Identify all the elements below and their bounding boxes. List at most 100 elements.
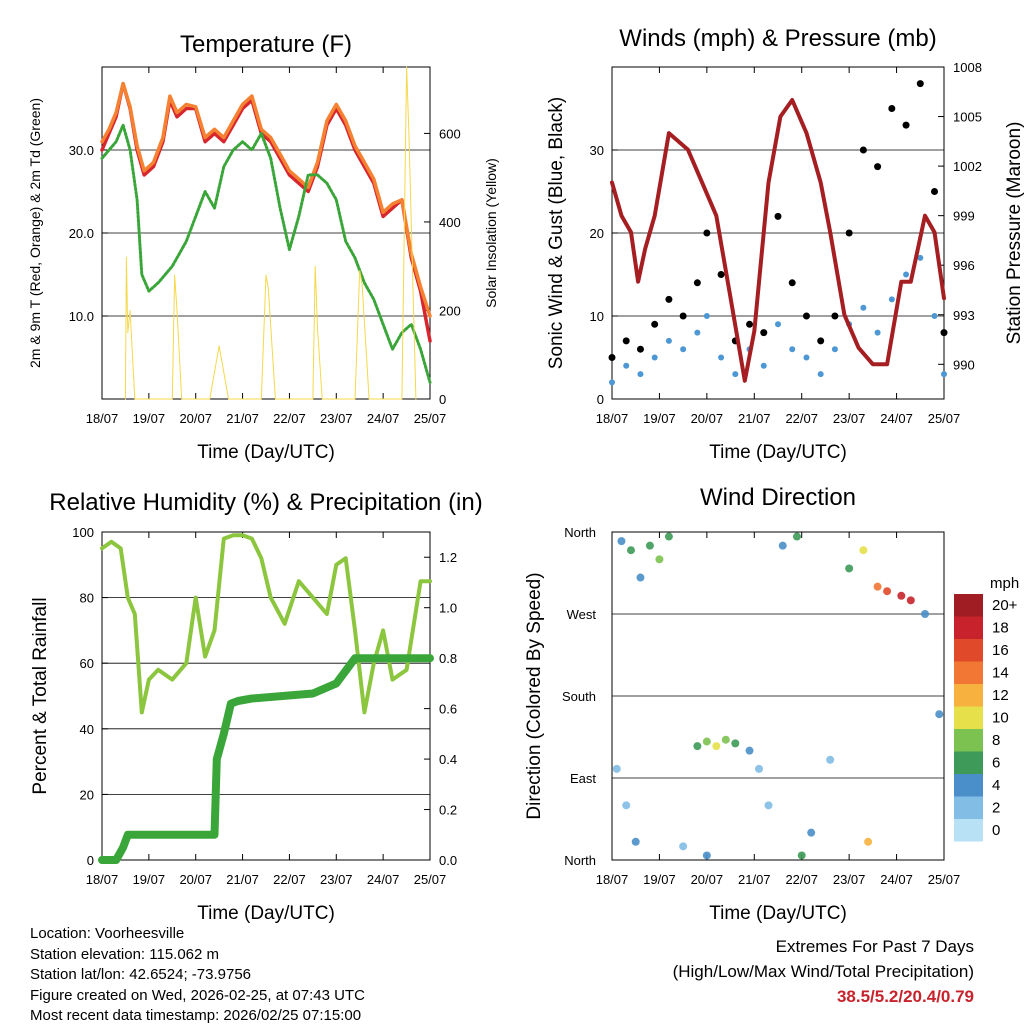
- created-text: Figure created on Wed, 2026-02-25, at 07…: [30, 986, 365, 1004]
- y2-axis-label: Solar Insolation (Yellow): [483, 158, 499, 308]
- wind-point: [623, 362, 630, 369]
- direction-point: [906, 596, 915, 605]
- y-tick-label: 60: [80, 656, 94, 671]
- wind-point: [817, 371, 824, 378]
- colorbar-swatch: [954, 751, 983, 774]
- plot-frame: [101, 531, 431, 861]
- elevation-text: Station elevation: 115.062 m: [30, 945, 220, 963]
- direction-point: [721, 735, 730, 744]
- y-axis-label: Sonic Wind & Gust (Blue, Black): [546, 97, 567, 369]
- direction-point: [693, 742, 702, 751]
- x-tick-label: 23/07: [833, 872, 866, 887]
- gust-point: [940, 329, 948, 337]
- y-tick-label: East: [570, 771, 596, 786]
- x-tick-label: 18/07: [596, 411, 629, 426]
- x-tick-label: 20/07: [691, 872, 724, 887]
- direction-point: [935, 710, 944, 719]
- x-tick-label: 22/07: [785, 411, 818, 426]
- chart-title: Relative Humidity (%) & Precipitation (i…: [49, 489, 482, 516]
- y-tick-label: North: [564, 853, 596, 868]
- y-tick-label: North: [564, 525, 596, 540]
- wind-point: [637, 371, 644, 378]
- wind-point: [803, 354, 810, 361]
- colorbar-label: 18: [992, 620, 1009, 637]
- y2-axis-label: Station Pressure (Maroon): [1004, 122, 1024, 345]
- gust-point: [703, 229, 711, 237]
- y-tick-label: 40: [80, 722, 94, 737]
- wind-point: [903, 271, 910, 278]
- 2m-td-line: [100, 123, 432, 384]
- direction-point: [702, 737, 711, 746]
- x-tick-label: 20/07: [179, 411, 212, 426]
- colorbar-swatch: [954, 661, 983, 684]
- wind-point: [665, 337, 672, 344]
- direction-point: [731, 739, 740, 748]
- y2-tick-label: 0.8: [439, 651, 457, 666]
- gust-point: [651, 320, 659, 328]
- direction-point: [883, 587, 892, 596]
- y2-tick-label: 1.0: [439, 601, 457, 616]
- x-tick-label: 20/07: [179, 872, 212, 887]
- direction-point: [679, 842, 688, 851]
- x-tick-label: 23/07: [320, 872, 353, 887]
- wind-point: [941, 371, 947, 378]
- x-tick-label: 21/07: [738, 872, 771, 887]
- x-tick-label: 22/07: [785, 872, 818, 887]
- wind-point: [609, 379, 615, 386]
- x-axis-label: Time (Day/UTC): [197, 903, 335, 924]
- recent-text: Most recent data timestamp: 2026/02/25 0…: [30, 1007, 362, 1024]
- x-tick-label: 18/07: [86, 411, 119, 426]
- colorbar-label: 16: [992, 642, 1009, 659]
- relative-humidity-line: [100, 533, 432, 715]
- gust-point: [845, 229, 853, 237]
- direction-point: [864, 837, 873, 846]
- direction-point: [636, 573, 645, 582]
- colorbar-label: 10: [992, 710, 1009, 727]
- x-tick-label: 21/07: [226, 872, 259, 887]
- colorbar-label: 4: [992, 777, 1000, 794]
- colorbar-swatch: [954, 639, 983, 662]
- gust-point: [760, 329, 768, 337]
- colorbar-label: 8: [992, 732, 1000, 749]
- y2-tick-label: 0.0: [439, 853, 457, 868]
- x-tick-label: 25/07: [928, 872, 961, 887]
- direction-point: [807, 828, 816, 837]
- x-axis-label: Time (Day/UTC): [709, 442, 847, 463]
- y2-tick-label: 990: [953, 357, 975, 372]
- x-tick-label: 19/07: [133, 411, 166, 426]
- x-tick-label: 20/07: [691, 411, 724, 426]
- direction-point: [617, 537, 626, 546]
- y-tick-label: 10.0: [69, 309, 94, 324]
- direction-point: [655, 555, 664, 564]
- y-tick-label: 0: [597, 392, 604, 407]
- direction-point: [702, 851, 711, 860]
- chart-title: Winds (mph) & Pressure (mb): [619, 25, 936, 52]
- gust-point: [717, 271, 725, 278]
- wind-point: [860, 304, 867, 311]
- y-tick-label: 30: [590, 143, 604, 158]
- x-tick-label: 25/07: [414, 872, 447, 887]
- y-tick-label: 30.0: [69, 143, 94, 158]
- direction-point: [826, 755, 835, 764]
- wind-point: [789, 346, 796, 353]
- wind-point: [718, 354, 725, 361]
- x-tick-label: 18/07: [86, 872, 119, 887]
- colorbar-label: 12: [992, 687, 1009, 704]
- x-tick-label: 24/07: [880, 872, 913, 887]
- y2-tick-label: 0: [439, 392, 446, 407]
- wind-point: [888, 296, 895, 303]
- colorbar-swatch: [954, 796, 983, 819]
- x-tick-label: 24/07: [367, 872, 400, 887]
- direction-point: [626, 546, 635, 555]
- y-tick-label: 100: [72, 525, 94, 540]
- gust-point: [636, 345, 644, 353]
- direction-point: [859, 546, 868, 555]
- gust-point: [802, 312, 810, 320]
- y2-tick-label: 1005: [953, 110, 982, 125]
- direction-point: [792, 532, 801, 541]
- gust-point: [622, 337, 630, 345]
- y2-tick-label: 993: [953, 308, 975, 323]
- x-tick-label: 24/07: [880, 411, 913, 426]
- gust-point: [679, 312, 687, 320]
- y2-tick-label: 996: [953, 258, 975, 273]
